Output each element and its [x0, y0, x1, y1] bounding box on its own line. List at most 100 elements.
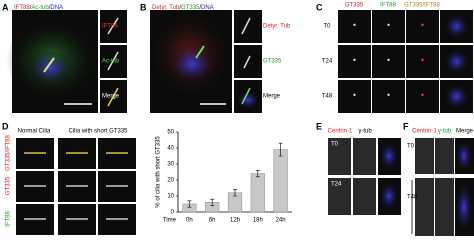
image: [415, 138, 434, 174]
y-tick-label: 20: [167, 178, 174, 184]
cilium: [241, 87, 251, 105]
row-label: T0: [323, 24, 331, 30]
image: [328, 178, 351, 215]
nucleus: [236, 90, 260, 110]
title-part: /: [30, 5, 32, 11]
image: [338, 10, 371, 43]
error-bar: [210, 198, 215, 206]
x-tick-label: 12h: [230, 218, 240, 224]
y-tick-label: 30: [167, 162, 174, 168]
nucleus: [455, 140, 473, 172]
image: [338, 45, 371, 78]
image: [415, 178, 434, 236]
nucleus: [443, 48, 470, 75]
image: [372, 80, 405, 113]
signal: [353, 23, 356, 27]
nucleus: [455, 180, 473, 234]
x-axis-label: Time: [163, 218, 177, 224]
x-tick-label: 18h: [253, 218, 263, 224]
cilium: [107, 87, 119, 107]
image: [406, 45, 439, 78]
panel-label: B: [140, 2, 147, 12]
title-part: DNA: [201, 5, 214, 11]
panel-title: IFT88/Ac-tub/DNA: [14, 5, 63, 11]
image: [372, 45, 405, 78]
y-tick-label: 50: [167, 130, 174, 136]
row-label: T24: [322, 59, 333, 65]
image: [406, 10, 439, 43]
signal: [421, 93, 424, 97]
cilium: [107, 51, 119, 71]
bar: [273, 149, 288, 213]
title-part: DNA: [50, 5, 63, 11]
column-header: Cilia with short GT335: [68, 129, 128, 135]
inset-label: Detyr. Tub: [263, 24, 291, 30]
signal: [387, 58, 390, 62]
signal: [353, 93, 356, 97]
image: [328, 138, 351, 175]
x-tick-label: 6h: [209, 218, 216, 224]
y-tick-label: 40: [167, 146, 174, 152]
cilium: [243, 55, 251, 69]
panel-label: E: [316, 121, 322, 131]
nucleus: [443, 13, 470, 40]
inset-label: IFT88: [102, 24, 118, 30]
nucleus: [379, 181, 399, 211]
title-part: Detyr. Tub: [152, 5, 180, 11]
row-label: GT335: [6, 176, 12, 195]
y-tick-label: 0: [171, 210, 175, 216]
inset-label: Merge: [263, 94, 281, 100]
image: [234, 10, 262, 43]
column-header: GT335: [345, 3, 364, 9]
cilium: [43, 57, 55, 73]
x-tick-label: 0h: [186, 218, 193, 224]
inset-label: GT335: [263, 59, 282, 65]
nucleus: [168, 44, 216, 84]
title-part: GT335: [181, 5, 200, 11]
row-label: T0: [331, 142, 339, 148]
image: [372, 10, 405, 43]
title-part: /: [49, 5, 51, 11]
nucleus: [28, 50, 72, 86]
panel-label: D: [2, 121, 9, 131]
panel-label: F: [403, 121, 409, 131]
image: [406, 80, 439, 113]
column-header: Merge: [456, 129, 474, 135]
row-label: T48: [322, 94, 333, 100]
signal: [421, 58, 424, 62]
cilium: [195, 45, 205, 59]
x-tick-label: 24h: [276, 218, 286, 224]
title-part: Ac-tub: [31, 5, 49, 11]
row-label: IFT88: [6, 211, 12, 227]
image: [435, 178, 454, 236]
cilium: [107, 17, 119, 35]
nucleus: [443, 83, 470, 110]
panel-title: Detyr. Tub/GT335/DNA: [152, 5, 214, 11]
error-bar: [187, 200, 192, 208]
inset-label: Ac-tub: [102, 59, 120, 65]
panel-label: C: [316, 2, 323, 12]
cilium: [241, 17, 251, 35]
column-header: γ-tub: [438, 129, 452, 135]
signal: [421, 23, 424, 27]
panel-label: A: [2, 2, 9, 12]
signal: [387, 23, 390, 27]
image: [353, 138, 376, 175]
column-header: IFT88: [380, 3, 396, 9]
column-header: GT335/IFT88: [404, 3, 440, 9]
column-header: Centrin-1: [412, 129, 437, 135]
error-bar: [255, 170, 260, 178]
row-label: T24: [331, 182, 342, 188]
column-header: Normal Cilia: [18, 129, 51, 135]
signal: [353, 58, 356, 62]
title-part: /: [179, 5, 181, 11]
column-header: γ-tub: [358, 129, 372, 135]
y-axis-label: % of cilia with short GT335: [156, 136, 162, 208]
error-bar: [278, 142, 283, 157]
row-label: T0: [407, 144, 415, 150]
bar: [250, 173, 265, 213]
image: [353, 178, 376, 215]
title-part: /: [199, 5, 201, 11]
